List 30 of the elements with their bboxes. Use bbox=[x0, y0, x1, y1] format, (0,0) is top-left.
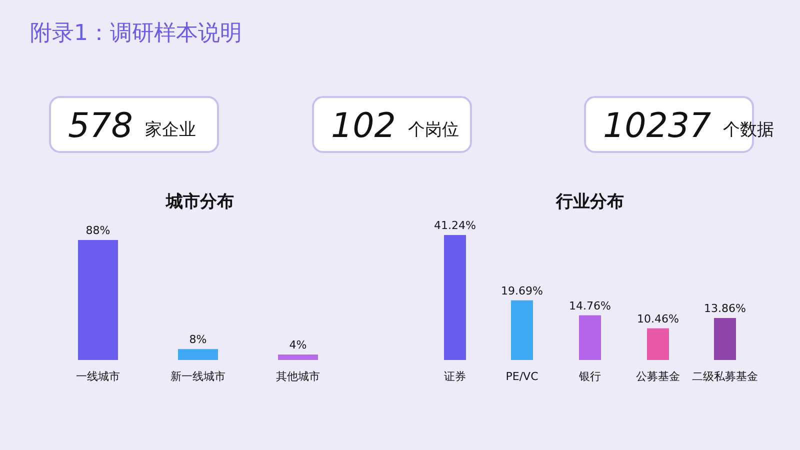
x-tick-label: 二级私募基金 bbox=[692, 370, 758, 383]
text: 个岗位 bbox=[408, 120, 459, 140]
data-label: 19.69% bbox=[501, 284, 543, 298]
text: 10237 bbox=[603, 106, 712, 146]
x-tick-label: 银行 bbox=[578, 370, 601, 383]
x-tick-label: PE/VC bbox=[506, 370, 539, 383]
data-label: 41.24% bbox=[434, 219, 476, 232]
data-label: 4% bbox=[289, 338, 307, 352]
chart-title: 行业分布 bbox=[555, 192, 624, 212]
data-label: 14.76% bbox=[569, 299, 611, 312]
x-tick-label: 其他城市 bbox=[276, 370, 320, 383]
x-tick-label: 新一线城市 bbox=[170, 370, 226, 383]
text: 578 bbox=[68, 106, 133, 146]
bar bbox=[647, 328, 669, 360]
chart-title: 城市分布 bbox=[165, 192, 234, 212]
x-tick-label: 一线城市 bbox=[76, 370, 120, 383]
bar bbox=[579, 315, 601, 360]
data-label: 8% bbox=[189, 333, 207, 346]
data-label: 13.86% bbox=[704, 302, 746, 315]
text: 102 bbox=[331, 106, 396, 146]
x-tick-label: 公募基金 bbox=[636, 370, 680, 383]
text: 附录1：调研样本说明 bbox=[30, 21, 242, 46]
x-tick-label: 证券 bbox=[444, 370, 466, 383]
bar bbox=[714, 318, 736, 360]
text: 个数据 bbox=[723, 120, 774, 140]
bar bbox=[444, 235, 466, 360]
data-label: 10.46% bbox=[637, 312, 679, 326]
text: 家企业 bbox=[144, 120, 196, 140]
data-label: 88% bbox=[86, 224, 110, 237]
bar bbox=[511, 300, 533, 360]
